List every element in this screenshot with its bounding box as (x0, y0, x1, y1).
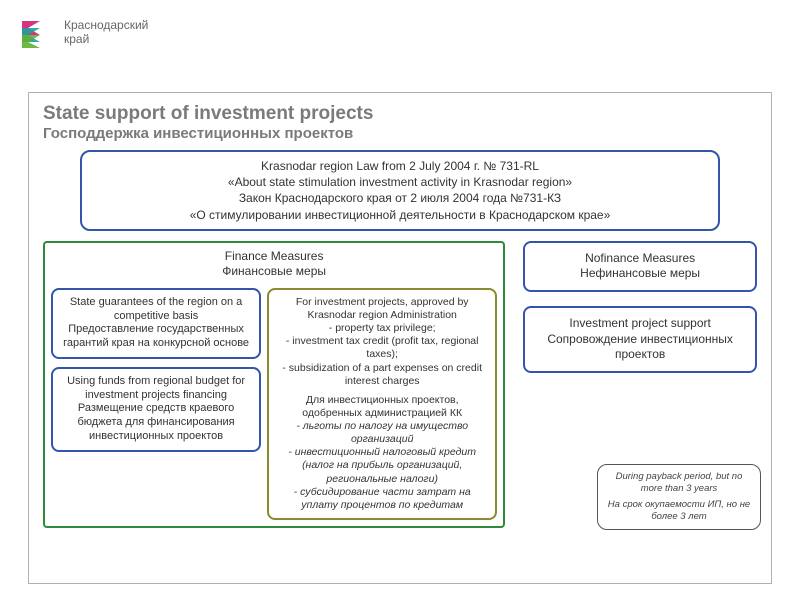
budget-box: Using funds from regional budget for inv… (51, 367, 261, 452)
nofinance-header-en: Nofinance Measures (535, 251, 745, 267)
payback-callout: During payback period, but no more than … (597, 464, 761, 530)
logo-text: Краснодарский край (64, 19, 148, 47)
law-line4: «О стимулировании инвестиционной деятель… (92, 207, 708, 223)
finance-header-en: Finance Measures (51, 249, 497, 265)
guarantees-box: State guarantees of the region on a comp… (51, 288, 261, 359)
approved-en1: For investment projects, approved by Kra… (277, 296, 487, 322)
budget-en: Using funds from regional budget for inv… (61, 375, 251, 403)
support-en: Investment project support (535, 316, 745, 332)
title-en: State support of investment projects (43, 103, 757, 125)
logo-mark (20, 18, 56, 48)
nofinance-header-ru: Нефинансовые меры (535, 266, 745, 282)
guarantees-en: State guarantees of the region on a comp… (61, 296, 251, 324)
approved-ru4: - субсидирование части затрат на уплату … (277, 486, 487, 512)
law-line2: «About state stimulation investment acti… (92, 174, 708, 190)
finance-measures-group: Finance Measures Финансовые меры State g… (43, 241, 505, 528)
callout-ru: На срок окупаемости ИП, но не более 3 ле… (606, 499, 752, 523)
nofinance-header-box: Nofinance Measures Нефинансовые меры (523, 241, 757, 292)
finance-left-stack: State guarantees of the region on a comp… (51, 288, 261, 520)
law-line1: Krasnodar region Law from 2 July 2004 г.… (92, 158, 708, 174)
guarantees-ru: Предоставление государственных гарантий … (61, 323, 251, 351)
logo: Краснодарский край (20, 18, 148, 48)
approved-en4: - subsidization of a part expenses on cr… (277, 362, 487, 388)
main-frame: State support of investment projects Гос… (28, 92, 772, 584)
logo-line1: Краснодарский (64, 19, 148, 33)
logo-line2: край (64, 33, 148, 47)
finance-header-ru: Финансовые меры (51, 264, 497, 280)
columns: Finance Measures Финансовые меры State g… (43, 241, 757, 528)
approved-projects-box: For investment projects, approved by Kra… (267, 288, 497, 520)
nofinance-column: Nofinance Measures Нефинансовые меры Inv… (523, 241, 757, 528)
finance-header: Finance Measures Финансовые меры (51, 249, 497, 280)
approved-en2: - property tax privilege; (277, 322, 487, 335)
budget-ru: Размещение средств краевого бюджета для … (61, 402, 251, 443)
approved-en3: - investment tax credit (profit tax, reg… (277, 335, 487, 361)
approved-ru1: Для инвестиционных проектов, одобренных … (277, 394, 487, 420)
investment-support-box: Investment project support Сопровождение… (523, 306, 757, 373)
callout-en: During payback period, but no more than … (606, 471, 752, 495)
approved-ru3: - инвестиционный налоговый кредит (налог… (277, 446, 487, 485)
law-line3: Закон Краснодарского края от 2 июля 2004… (92, 190, 708, 206)
finance-body: State guarantees of the region on a comp… (51, 288, 497, 520)
title-ru: Господдержка инвестиционных проектов (43, 125, 757, 142)
approved-ru2: - льготы по налогу на имущество организа… (277, 420, 487, 446)
support-ru: Сопровождение инвестиционных проектов (535, 332, 745, 363)
law-box: Krasnodar region Law from 2 July 2004 г.… (80, 150, 720, 231)
